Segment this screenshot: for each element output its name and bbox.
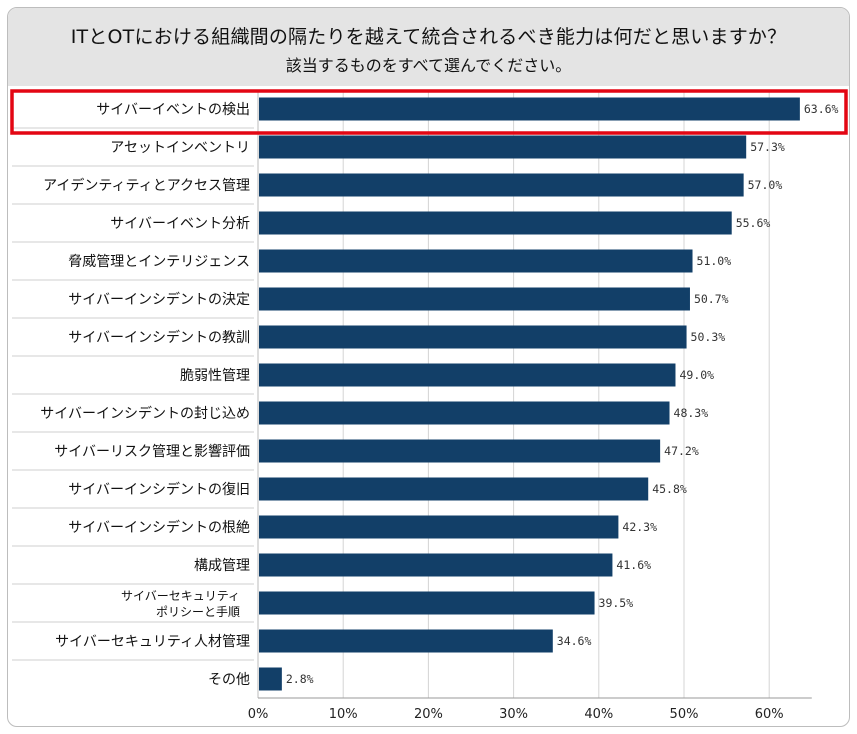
category-label: 脆弱性管理 [180, 367, 250, 384]
bar [259, 325, 687, 349]
bar [259, 629, 553, 653]
value-label: 45.8% [652, 482, 687, 496]
x-tick-label: 50% [670, 707, 699, 722]
category-label: サイバーイベントの検出 [96, 102, 250, 118]
x-tick-label: 60% [755, 707, 784, 722]
bar [259, 249, 693, 273]
category-label: アイデンティティとアクセス管理 [43, 177, 250, 194]
bar [259, 401, 670, 425]
value-label: 42.3% [622, 520, 657, 534]
category-label: 構成管理 [194, 558, 250, 574]
category-label: ポリシーと手順 [156, 605, 240, 619]
bar [259, 591, 595, 615]
highlight-box [10, 89, 848, 135]
value-label: 57.3% [750, 140, 785, 154]
value-label: 34.6% [557, 634, 592, 648]
x-tick-label: 30% [499, 707, 528, 722]
x-tick-label: 10% [329, 707, 358, 722]
value-label: 51.0% [697, 254, 732, 268]
category-label: その他 [208, 672, 250, 688]
category-label: サイバーインシデントの根絶 [68, 519, 250, 536]
bar [259, 477, 649, 501]
chart-header: ITとOTにおける組織間の隔たりを越えて統合されるべき能力は何だと思いますか？ … [8, 8, 849, 86]
bar [259, 97, 800, 121]
category-label: サイバーセキュリティ [121, 589, 240, 603]
bar [259, 287, 690, 311]
category-label: アセットインベントリ [110, 140, 250, 156]
value-label: 48.3% [674, 406, 709, 420]
category-label: 脅威管理とインテリジェンス [68, 254, 250, 270]
bar [259, 439, 661, 463]
value-label: 50.7% [694, 292, 729, 306]
value-label: 55.6% [736, 216, 771, 230]
category-label: サイバーインシデントの決定 [68, 291, 250, 308]
category-label: サイバーセキュリティ人材管理 [55, 634, 250, 650]
bar [259, 667, 282, 691]
bar [259, 553, 613, 577]
bar [259, 135, 747, 159]
category-label: サイバーインシデントの教訓 [68, 329, 250, 346]
value-label: 2.8% [286, 672, 314, 686]
value-label: 41.6% [616, 558, 651, 572]
x-tick-label: 0% [248, 707, 269, 722]
value-label: 63.6% [804, 102, 839, 116]
chart-subtitle: 該当するものをすべて選んでください。 [285, 56, 572, 75]
x-tick-label: 20% [414, 707, 443, 722]
value-label: 57.0% [748, 178, 783, 192]
chart-title: ITとOTにおける組織間の隔たりを越えて統合されるべき能力は何だと思いますか？ [70, 26, 787, 48]
bar [259, 211, 732, 235]
x-tick-label: 40% [584, 707, 613, 722]
category-label: サイバーイベント分析 [110, 216, 250, 232]
bar [259, 515, 619, 539]
bar [259, 363, 676, 387]
value-label: 49.0% [679, 368, 714, 382]
bar [259, 173, 744, 197]
value-label: 50.3% [691, 330, 726, 344]
category-label: サイバーインシデントの復旧 [68, 481, 250, 498]
value-label: 39.5% [599, 596, 634, 610]
value-label: 47.2% [664, 444, 699, 458]
category-label: サイバーインシデントの封じ込め [40, 405, 250, 422]
category-label: サイバーリスク管理と影響評価 [54, 443, 250, 460]
